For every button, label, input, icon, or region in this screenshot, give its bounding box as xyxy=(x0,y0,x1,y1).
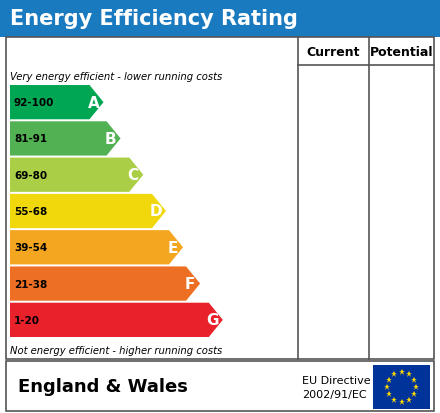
Text: England & Wales: England & Wales xyxy=(18,377,188,395)
Polygon shape xyxy=(10,86,103,120)
Bar xyxy=(6,38,434,359)
Polygon shape xyxy=(10,122,121,156)
Text: C: C xyxy=(128,168,139,183)
Text: 39-54: 39-54 xyxy=(14,243,47,253)
Text: Not energy efficient - higher running costs: Not energy efficient - higher running co… xyxy=(10,345,222,355)
Text: 81-91: 81-91 xyxy=(14,134,47,144)
Text: A: A xyxy=(88,95,99,110)
Bar xyxy=(0,0,440,38)
Text: 21-38: 21-38 xyxy=(14,279,47,289)
Text: 2002/91/EC: 2002/91/EC xyxy=(302,389,367,399)
Text: D: D xyxy=(150,204,162,219)
Text: B: B xyxy=(105,132,116,147)
Polygon shape xyxy=(10,158,143,192)
Text: G: G xyxy=(206,313,219,328)
Text: Energy Efficiency Rating: Energy Efficiency Rating xyxy=(10,9,298,29)
Text: EU Directive: EU Directive xyxy=(302,375,370,385)
Polygon shape xyxy=(10,267,200,301)
Bar xyxy=(373,365,430,409)
Text: Potential: Potential xyxy=(370,45,433,58)
Text: 55-68: 55-68 xyxy=(14,206,47,216)
Text: E: E xyxy=(168,240,178,255)
Text: 1-20: 1-20 xyxy=(14,315,40,325)
Text: F: F xyxy=(185,276,195,291)
Polygon shape xyxy=(10,230,183,265)
Bar xyxy=(6,361,434,411)
Text: Current: Current xyxy=(307,45,360,58)
Text: 69-80: 69-80 xyxy=(14,170,47,180)
Polygon shape xyxy=(10,303,223,337)
Polygon shape xyxy=(10,195,166,228)
Text: 92-100: 92-100 xyxy=(14,98,55,108)
Text: Very energy efficient - lower running costs: Very energy efficient - lower running co… xyxy=(10,72,222,82)
